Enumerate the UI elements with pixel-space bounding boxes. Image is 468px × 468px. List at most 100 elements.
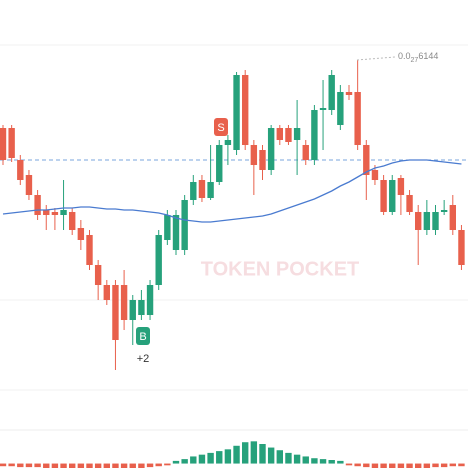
macd-bar <box>25 463 33 468</box>
macd-bar <box>440 463 448 468</box>
candle-body <box>458 230 465 265</box>
candle-body <box>86 235 93 265</box>
candle-body <box>94 265 102 285</box>
candle-body <box>146 285 154 315</box>
macd-bar <box>259 444 266 464</box>
macd-bar <box>190 456 197 464</box>
macd-bar <box>138 463 145 468</box>
macd-bar <box>86 463 93 468</box>
macd-bar <box>293 454 301 464</box>
max-digits: 6144 <box>418 51 438 61</box>
candle-body <box>259 150 266 170</box>
macd-bar <box>0 463 7 467</box>
macd-bar <box>69 463 76 468</box>
macd-bar <box>397 463 405 468</box>
candle-body <box>112 285 119 340</box>
sell-badge-bg <box>214 118 228 136</box>
candle-body <box>51 212 59 215</box>
candle-body <box>138 300 145 315</box>
candle-body <box>77 228 85 240</box>
macd-bar <box>415 463 422 468</box>
macd-bar <box>250 441 258 464</box>
candle-body <box>207 182 214 198</box>
macd-bar <box>449 463 456 467</box>
macd-bar <box>155 463 162 467</box>
watermark: TOKEN POCKET <box>201 258 360 280</box>
candle-body <box>198 180 206 198</box>
candle-body <box>345 92 353 95</box>
candle-body <box>155 235 162 285</box>
macd-bar <box>207 452 214 464</box>
ma-line <box>2 159 462 223</box>
candle-body <box>25 175 33 195</box>
candle-body <box>120 285 128 320</box>
candle-body <box>415 212 422 230</box>
candle-body <box>164 215 171 240</box>
macd-bar <box>51 463 59 468</box>
candle-body <box>397 178 405 195</box>
candle-body <box>129 300 136 320</box>
macd-bar <box>406 463 413 468</box>
candle-body <box>242 75 249 145</box>
candle-body <box>172 215 180 250</box>
buy-badge-bg <box>136 327 150 345</box>
macd-bar <box>233 445 240 464</box>
macd-bar <box>224 449 232 464</box>
plot <box>0 60 468 468</box>
candle-body <box>34 195 41 215</box>
candle-body <box>371 170 379 180</box>
macd-bar <box>242 442 249 464</box>
macd-bar <box>43 463 50 468</box>
max-leader <box>356 56 396 61</box>
macd-bar <box>103 463 110 468</box>
candle-body <box>354 92 361 145</box>
sell-badge: S <box>217 122 224 134</box>
macd-bar <box>380 463 387 468</box>
buy-badge: B <box>139 331 146 343</box>
macd-bar <box>302 456 309 464</box>
candle-body <box>440 210 448 212</box>
macd-bar <box>423 463 431 468</box>
macd-bar <box>172 460 180 464</box>
candle-body <box>0 128 7 160</box>
candle-body <box>17 160 24 180</box>
macd-bar <box>216 451 223 464</box>
macd-bar <box>60 463 67 468</box>
max-prefix: 0.0 <box>398 51 411 61</box>
macd-bar <box>311 458 318 464</box>
macd-bar <box>389 463 396 468</box>
candle-body <box>250 145 258 165</box>
macd-bar <box>345 463 353 466</box>
macd-bar <box>432 463 439 468</box>
macd-bar <box>120 463 128 468</box>
candle-body <box>285 128 292 142</box>
candle-body <box>328 75 335 110</box>
macd-bar <box>328 460 335 464</box>
candle-body <box>233 75 240 150</box>
macd-bar <box>267 447 275 464</box>
macd-bar <box>164 463 171 466</box>
candle-body <box>363 145 370 175</box>
max-subscript: 27 <box>411 57 419 64</box>
candle-body <box>267 128 275 170</box>
macd-bar <box>354 463 361 467</box>
candle-body <box>406 195 413 212</box>
macd-bar <box>34 463 41 468</box>
candle-body <box>389 180 396 212</box>
macd-bar <box>112 463 119 468</box>
candle-body <box>432 212 439 230</box>
candle-body <box>311 110 318 160</box>
candle-body <box>224 140 232 145</box>
candle-body <box>190 182 197 200</box>
candle-body <box>69 212 76 230</box>
macd-bar <box>276 450 283 464</box>
candle-body <box>380 180 387 212</box>
candle-body <box>43 210 50 215</box>
macd-bar <box>363 463 370 468</box>
candle-body <box>60 210 67 215</box>
macd-bar <box>285 452 292 464</box>
candle-body <box>276 128 283 140</box>
candle-body <box>8 128 15 158</box>
macd-bar <box>17 463 24 468</box>
